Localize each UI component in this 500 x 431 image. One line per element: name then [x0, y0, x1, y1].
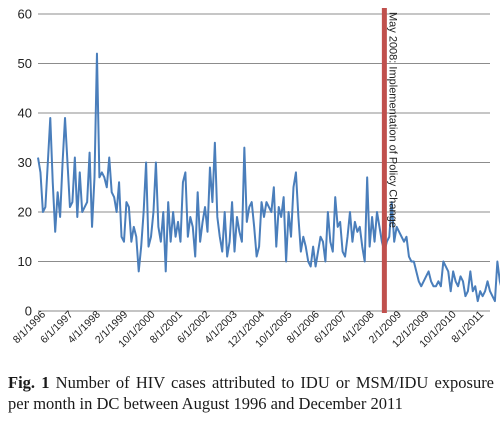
y-tick-label: 10 [18, 254, 32, 269]
y-tick-label: 0 [25, 304, 32, 319]
y-tick-label: 20 [18, 205, 32, 220]
y-tick-labels: 0 10 20 30 40 50 60 [18, 7, 32, 319]
y-tick-label: 40 [18, 106, 32, 121]
y-tick-label: 30 [18, 155, 32, 170]
figure-caption: Fig. 1 Number of HIV cases attributed to… [8, 372, 494, 414]
y-tick-label: 60 [18, 7, 32, 22]
y-gridlines [38, 13, 490, 262]
x-tick-labels: 8/1/19966/1/19974/1/19982/1/199910/1/200… [11, 309, 487, 351]
series-line [37, 52, 500, 303]
policy-change-annotation: May 2008: Implementation of Policy Chang… [381, 8, 398, 313]
hiv-cases-line-chart: 0 10 20 30 40 50 60 8/1/19966/1/19974/1/19982/… [11, 7, 500, 351]
caption-text: Number of HIV cases attributed to IDU or… [8, 373, 495, 413]
annotation-label: May 2008: Implementation of Policy Chang… [386, 12, 398, 228]
y-tick-label: 50 [18, 56, 32, 71]
caption-label: Fig. 1 [8, 373, 50, 392]
series-layer [37, 52, 500, 303]
